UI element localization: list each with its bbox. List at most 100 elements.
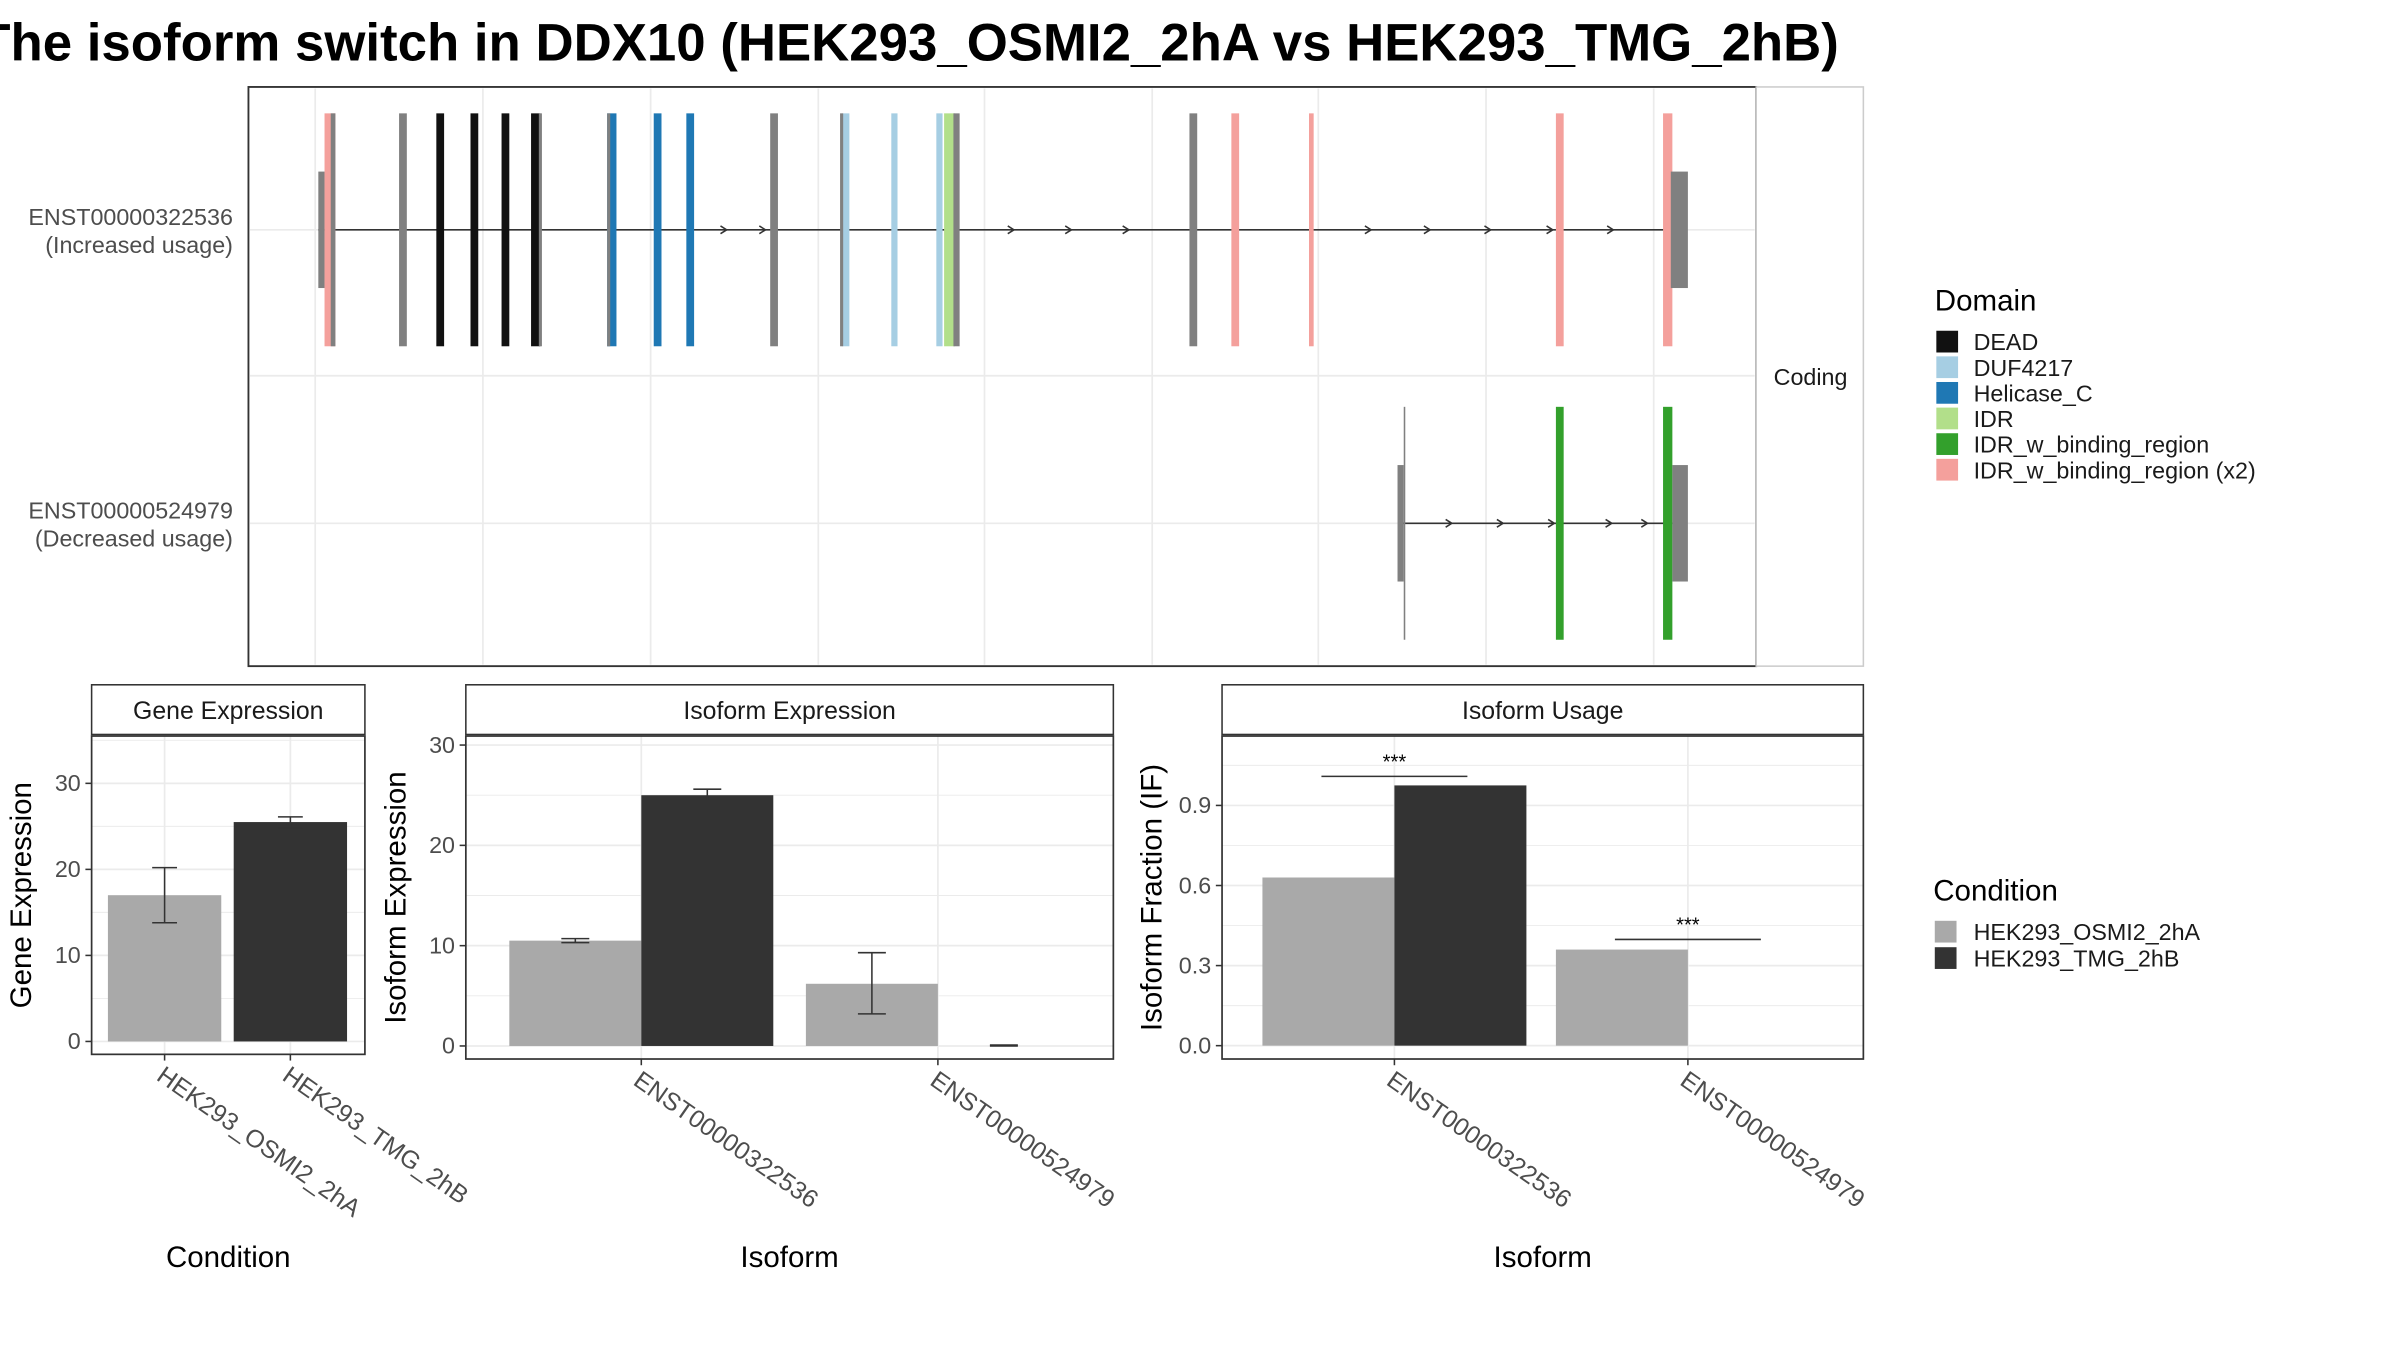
y-tick-label: 0.9 [1179, 792, 1211, 818]
panel-title: Isoform Usage [1462, 698, 1623, 725]
y-tick-label: 0 [442, 1033, 455, 1059]
exon-dead [470, 113, 479, 347]
panel-title: Gene Expression [133, 698, 323, 725]
panel-border [90, 735, 366, 1056]
y-tick-label: 20 [55, 856, 81, 882]
strand-arrow [1122, 225, 1131, 235]
exon-duf4217 [841, 113, 850, 347]
strand-arrow [1007, 225, 1016, 235]
exon-idr-w-binding-region-x2- [1555, 113, 1564, 347]
y-tick-label: 10 [429, 932, 455, 958]
exon-dead [436, 113, 445, 347]
figure-title: The isoform switch in DDX10 (HEK293_OSMI… [0, 14, 1839, 73]
exon-duf4217 [936, 113, 943, 347]
significance-label: *** [1676, 915, 1700, 937]
condition-legend-title: Condition [1933, 875, 2058, 908]
x-tick-label: HEK293_OSMI2_2hA [152, 1062, 366, 1223]
panel-border [1221, 735, 1865, 1060]
strand-arrow [1064, 225, 1073, 235]
transcript-label-2: ENST00000524979 [28, 498, 233, 524]
y-axis-title: Gene Expression [5, 782, 38, 1008]
y-tick-label: 0.0 [1179, 1032, 1211, 1058]
panel-title: Isoform Expression [683, 698, 895, 725]
panel-strip [90, 684, 366, 736]
legend-swatch-domain [1936, 433, 1959, 455]
exon-idr-w-binding-region-x2- [1231, 113, 1240, 347]
gene-structure-panel: Coding ENST00000322536 (Increased usage)… [28, 86, 1865, 668]
strand-arrow [1547, 518, 1556, 528]
transcript-usage-2: (Decreased usage) [35, 526, 233, 552]
y-tick-label: 0.3 [1179, 952, 1211, 978]
y-axis-title: Isoform Expression [379, 771, 412, 1023]
transcript-label-1: ENST00000322536 [28, 204, 233, 230]
exon-dead [531, 113, 541, 347]
bar-hek293_tmg_2hb [1394, 785, 1527, 1046]
legend-label-domain: Helicase_C [1974, 380, 2093, 406]
x-tick-label: ENST00000524979 [925, 1067, 1119, 1214]
panel-strip [1221, 684, 1865, 736]
facet-strip-coding [1755, 86, 1865, 667]
strand-arrow [1605, 518, 1614, 528]
panel-strip [465, 684, 1115, 736]
strand-arrow [1484, 225, 1493, 235]
y-tick-label: 0.6 [1179, 872, 1211, 898]
bar-panels: Gene Expression0102030HEK293_OSMI2_2hAHE… [5, 684, 1869, 1274]
exon-helicase-c [607, 113, 617, 347]
legend-swatch-domain [1936, 407, 1959, 430]
legend-swatch-domain [1936, 356, 1959, 379]
exon-noncoding [538, 113, 542, 347]
transcript-usage-1: (Increased usage) [45, 232, 233, 258]
legend-label-condition: HEK293_TMG_2hB [1974, 946, 2180, 972]
exon-noncoding [330, 113, 336, 347]
exon-dead [501, 113, 510, 347]
y-axis-title: Isoform Fraction (IF) [1135, 764, 1168, 1031]
exon-noncoding [953, 113, 960, 347]
strand-arrow [1445, 518, 1454, 528]
facet-label-coding: Coding [1774, 364, 1848, 390]
x-axis-title: Isoform [1494, 1241, 1592, 1274]
bar-hek293_osmi2_2ha [509, 940, 642, 1046]
panel-isoform-usage: Isoform Usage *** *** 0.0 0.3 0.6 0.9 ENST00000… [1135, 684, 1869, 1274]
y-tick-label: 10 [55, 942, 81, 968]
y-tick-label: 30 [55, 770, 81, 796]
bar-hek293_tmg_2hb [641, 795, 774, 1046]
exon-idr-w-binding-region [1663, 406, 1673, 640]
exon-helicase-c [653, 113, 662, 347]
exon-noncoding [1403, 406, 1406, 640]
exon-noncoding [399, 113, 407, 347]
exon-helicase-c [686, 113, 695, 347]
x-tick-label: ENST00000322536 [1382, 1067, 1576, 1214]
legend-label-condition: HEK293_OSMI2_2hA [1974, 919, 2201, 945]
legend-label-domain: IDR_w_binding_region [1974, 432, 2210, 458]
strand-arrow [720, 225, 729, 235]
strand-arrow [1364, 225, 1373, 235]
significance-label: *** [1383, 752, 1407, 774]
y-tick-label: 20 [429, 832, 455, 858]
strand-arrow [1546, 225, 1555, 235]
x-tick-label: ENST00000322536 [629, 1067, 823, 1214]
panel-border [464, 735, 1115, 1060]
exon-duf4217 [891, 113, 898, 347]
legend-swatch-condition [1934, 920, 1957, 943]
strand-arrow [758, 225, 767, 235]
legend-swatch-domain [1936, 381, 1959, 404]
bar-hek293_osmi2_2ha [1555, 949, 1688, 1046]
legend-swatch-condition [1934, 947, 1957, 969]
y-tick-label: 30 [429, 732, 455, 758]
exon-noncoding [1670, 171, 1688, 289]
legend-swatch-domain [1936, 458, 1959, 481]
bar-hek293_osmi2_2ha [1262, 877, 1395, 1046]
x-tick-label: ENST00000524979 [1675, 1067, 1869, 1214]
domain-legend-title: Domain [1935, 285, 2037, 318]
legend-label-domain: DEAD [1974, 329, 2039, 355]
strand-arrow [1640, 518, 1649, 528]
exon-noncoding [607, 113, 611, 347]
exon-idr [944, 113, 955, 347]
x-axis-title: Condition [166, 1241, 291, 1274]
strand-arrow [1423, 225, 1432, 235]
exon-idr-w-binding-region [1555, 406, 1564, 640]
bar-hek293_tmg_2hb [233, 822, 348, 1042]
exon-idr-w-binding-region-x2- [324, 113, 336, 347]
exon-noncoding [1672, 465, 1688, 582]
